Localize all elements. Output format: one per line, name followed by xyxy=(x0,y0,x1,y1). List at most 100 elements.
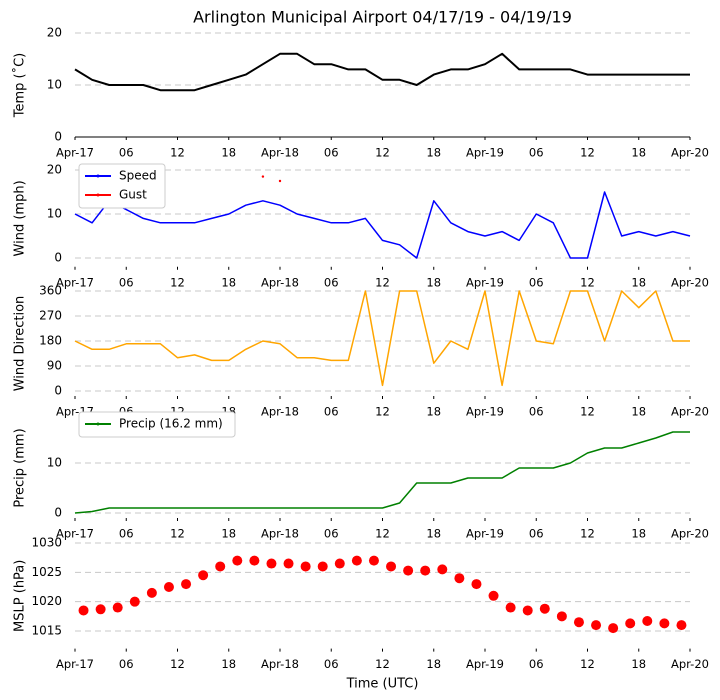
data-point xyxy=(78,605,89,616)
legend-marker xyxy=(96,193,100,197)
data-point xyxy=(198,570,209,581)
x-tick-label: 06 xyxy=(324,657,339,671)
x-axis-label: Time (UTC) xyxy=(346,677,419,692)
data-point xyxy=(129,596,140,607)
data-point xyxy=(539,603,550,614)
x-tick-label: 18 xyxy=(426,275,441,289)
data-point xyxy=(556,611,567,622)
x-tick-label: 18 xyxy=(631,657,646,671)
x-tick-label: Apr-20 xyxy=(671,657,709,671)
data-point xyxy=(522,605,533,616)
data-point xyxy=(95,604,106,615)
x-tick-label: Apr-19 xyxy=(466,146,504,160)
x-tick-label: Apr-20 xyxy=(671,527,709,541)
x-tick-label: 12 xyxy=(580,146,595,160)
x-tick-label: 18 xyxy=(221,275,236,289)
x-tick-label: 18 xyxy=(426,405,441,419)
x-tick-label: 12 xyxy=(580,275,595,289)
x-tick-label: 06 xyxy=(324,275,339,289)
x-tick-label: 12 xyxy=(170,527,185,541)
y-tick-label: 1015 xyxy=(31,624,62,638)
y-tick-label: 0 xyxy=(54,130,62,144)
legend-label: Precip (16.2 mm) xyxy=(119,417,223,431)
y-tick-label: 90 xyxy=(47,359,62,373)
x-tick-label: Apr-17 xyxy=(56,275,94,289)
x-tick-label: 18 xyxy=(221,527,236,541)
x-tick-label: Apr-18 xyxy=(261,527,299,541)
y-tick-label: 20 xyxy=(47,26,62,40)
x-tick-label: Apr-17 xyxy=(56,657,94,671)
x-tick-label: 18 xyxy=(221,146,236,160)
x-tick-label: 18 xyxy=(631,405,646,419)
data-point xyxy=(608,623,619,634)
x-tick-label: 12 xyxy=(170,146,185,160)
data-point xyxy=(505,602,516,613)
data-point xyxy=(232,555,243,566)
data-point xyxy=(249,555,260,566)
x-tick-label: 18 xyxy=(426,146,441,160)
x-tick-label: 06 xyxy=(119,527,134,541)
x-tick-label: 12 xyxy=(375,527,390,541)
y-tick-label: 10 xyxy=(47,207,62,221)
data-point xyxy=(420,565,431,576)
x-tick-label: 12 xyxy=(580,405,595,419)
legend-marker xyxy=(96,174,100,178)
x-tick-label: Apr-20 xyxy=(671,405,709,419)
y-axis-label: Wind Direction xyxy=(13,296,28,392)
x-tick-label: 06 xyxy=(529,275,544,289)
x-tick-label: Apr-18 xyxy=(261,405,299,419)
y-axis-label: Wind (mph) xyxy=(13,180,28,256)
data-point xyxy=(591,620,602,631)
data-point xyxy=(146,587,157,598)
x-tick-label: Apr-18 xyxy=(261,275,299,289)
x-tick-label: 12 xyxy=(375,657,390,671)
data-point xyxy=(283,558,294,569)
data-point xyxy=(676,620,687,631)
data-point xyxy=(403,565,414,576)
x-tick-label: Apr-20 xyxy=(671,275,709,289)
series-line xyxy=(74,431,690,514)
data-point xyxy=(573,617,584,628)
x-tick-label: 18 xyxy=(631,146,646,160)
x-tick-label: Apr-19 xyxy=(466,657,504,671)
x-tick-label: 06 xyxy=(529,405,544,419)
x-tick-label: 06 xyxy=(119,275,134,289)
y-tick-label: 1030 xyxy=(31,536,62,550)
x-tick-label: 12 xyxy=(375,405,390,419)
x-tick-label: Apr-19 xyxy=(466,275,504,289)
x-tick-label: 18 xyxy=(631,275,646,289)
data-point xyxy=(300,561,311,572)
data-point xyxy=(471,579,482,590)
y-tick-label: 1025 xyxy=(31,565,62,579)
y-tick-label: 0 xyxy=(54,251,62,265)
x-tick-label: Apr-18 xyxy=(261,146,299,160)
y-tick-label: 1020 xyxy=(31,594,62,608)
data-point xyxy=(386,561,397,572)
x-tick-label: 06 xyxy=(529,527,544,541)
chart-title: Arlington Municipal Airport 04/17/19 - 0… xyxy=(193,8,572,27)
x-tick-label: 18 xyxy=(221,657,236,671)
series-line xyxy=(74,191,691,259)
y-axis-label: Precip (mm) xyxy=(13,428,28,507)
x-tick-label: 12 xyxy=(375,146,390,160)
legend-box xyxy=(78,411,236,438)
y-axis-label: MSLP (hPa) xyxy=(13,560,28,632)
y-tick-label: 270 xyxy=(39,309,62,323)
data-point xyxy=(261,175,265,178)
data-point xyxy=(278,179,282,183)
x-tick-label: Apr-17 xyxy=(56,527,94,541)
data-point xyxy=(181,579,192,590)
x-tick-label: 12 xyxy=(580,657,595,671)
series-line xyxy=(74,290,690,387)
x-tick-label: 06 xyxy=(324,146,339,160)
x-tick-label: Apr-19 xyxy=(466,527,504,541)
x-tick-label: 18 xyxy=(426,657,441,671)
x-tick-label: 06 xyxy=(529,146,544,160)
data-point xyxy=(659,618,670,629)
x-tick-label: 06 xyxy=(529,657,544,671)
y-tick-label: 180 xyxy=(39,334,62,348)
legend-label: Speed xyxy=(119,169,157,183)
y-tick-label: 0 xyxy=(54,506,62,520)
